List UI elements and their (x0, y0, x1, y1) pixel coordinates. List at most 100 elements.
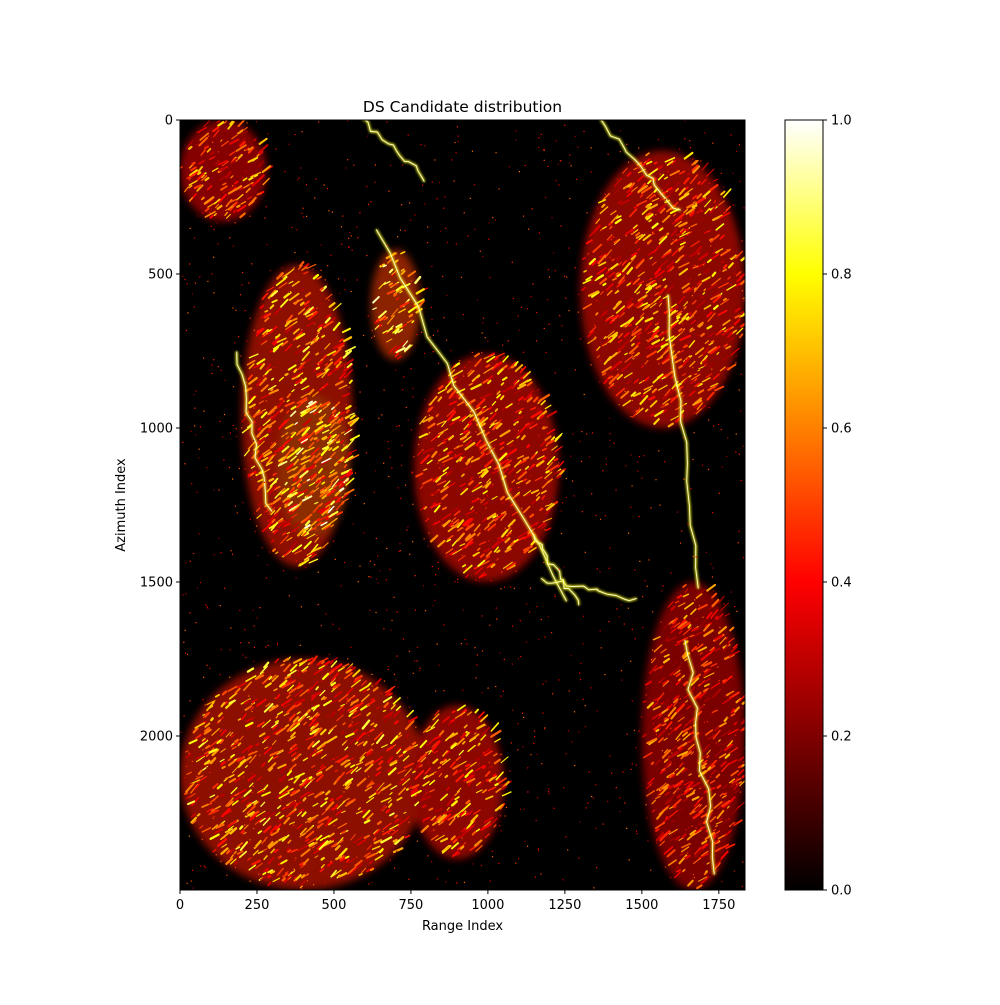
speckle (407, 270, 417, 278)
noise-pixel (538, 232, 541, 234)
speckle (677, 620, 688, 629)
noise-pixel (322, 334, 324, 336)
speckle (645, 344, 652, 349)
speckle (714, 385, 725, 392)
noise-pixel (530, 754, 532, 756)
speckle (239, 141, 246, 147)
speckle (701, 762, 708, 768)
speckle (291, 389, 295, 393)
speckle (652, 809, 656, 813)
speckle (374, 723, 378, 728)
noise-pixel (356, 856, 358, 858)
noise-pixel (357, 581, 359, 583)
speckle (341, 498, 349, 503)
speckle (671, 386, 677, 392)
speckle (677, 295, 686, 304)
noise-pixel (479, 456, 481, 458)
speckle (738, 333, 744, 339)
noise-pixel (241, 284, 243, 286)
speckle (655, 164, 663, 169)
speckle (701, 276, 711, 283)
noise-pixel (191, 482, 193, 485)
speckle (389, 759, 398, 766)
noise-pixel (703, 295, 705, 297)
speckle (451, 719, 456, 723)
speckle (434, 807, 443, 813)
speckle (262, 419, 271, 427)
noise-pixel (675, 156, 677, 159)
noise-pixel (213, 292, 215, 294)
noise-pixel (703, 366, 705, 368)
speckle (225, 213, 231, 219)
speckle (670, 745, 678, 753)
speckle (251, 700, 256, 704)
noise-pixel (564, 275, 566, 277)
speckle (336, 440, 341, 444)
speckle (494, 782, 499, 787)
speckle (323, 524, 331, 530)
noise-pixel (741, 885, 743, 887)
speckle (364, 763, 374, 773)
colorbar-frame (784, 119, 824, 891)
noise-pixel (199, 581, 202, 584)
speckle (321, 334, 326, 338)
noise-pixel (354, 472, 357, 474)
speckle (479, 560, 490, 567)
speckle (442, 757, 446, 762)
noise-pixel (717, 760, 719, 762)
speckle (657, 713, 663, 720)
speckle (326, 735, 338, 744)
speckle (537, 522, 546, 529)
speckle (241, 745, 252, 754)
speckle (211, 824, 219, 830)
speckle (265, 363, 272, 371)
speckle (311, 704, 320, 710)
speckle (693, 691, 702, 700)
speckle (220, 185, 228, 191)
speckle (281, 455, 287, 462)
noise-pixel (327, 540, 329, 542)
noise-pixel (513, 372, 515, 374)
speckle (664, 760, 672, 769)
speckle (443, 447, 448, 452)
speckle (702, 743, 711, 753)
noise-pixel (279, 734, 281, 736)
speckle (225, 198, 233, 208)
speckle (276, 710, 284, 716)
speckle (694, 378, 698, 382)
speckle (557, 460, 565, 469)
speckle (236, 850, 244, 855)
speckle (306, 527, 313, 534)
noise-pixel (345, 167, 347, 169)
speckle (217, 712, 223, 718)
noise-pixel (244, 824, 246, 826)
speckle (451, 393, 458, 399)
noise-pixel (433, 351, 435, 353)
speckle (396, 734, 403, 740)
noise-pixel (503, 658, 505, 661)
speckle (403, 774, 410, 780)
speckle (317, 822, 325, 828)
speckle (364, 759, 374, 767)
speckle (306, 657, 314, 662)
speckle (330, 500, 336, 506)
speckle (442, 506, 448, 511)
speckle (332, 434, 340, 443)
noise-pixel (595, 827, 597, 830)
speckle (517, 459, 527, 465)
noise-pixel (546, 416, 549, 418)
speckle (258, 144, 269, 154)
speckle (236, 854, 242, 859)
speckle (396, 355, 402, 360)
speckle (709, 780, 716, 784)
noise-pixel (330, 254, 332, 256)
speckle (395, 285, 404, 292)
speckle (730, 347, 740, 357)
speckle (339, 482, 345, 489)
speckle (630, 257, 636, 264)
noise-pixel (723, 603, 725, 605)
noise-pixel (527, 791, 529, 793)
speckle (664, 718, 669, 723)
speckle (328, 447, 333, 451)
speckle (647, 329, 656, 335)
